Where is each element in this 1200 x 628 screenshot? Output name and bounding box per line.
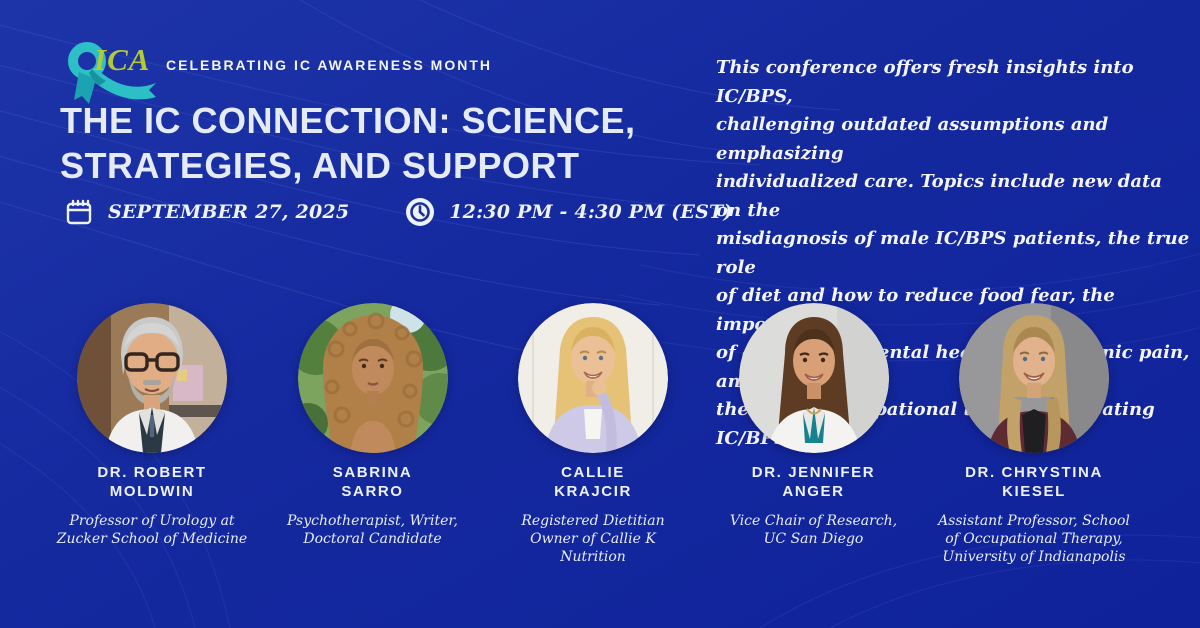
speaker-name: DR. CHRYSTINA KIESEL — [965, 464, 1103, 500]
speaker-photo-jennifer-anger — [738, 303, 889, 453]
speaker-photo-robert-moldwin — [77, 303, 227, 453]
speaker-role: Professor of Urology at Zucker School of… — [56, 513, 248, 547]
photo-robert-moldwin-illustration — [77, 303, 227, 453]
speaker-name: DR. ROBERT MOLDWIN — [97, 464, 207, 500]
awareness-ribbon-icon — [68, 42, 156, 104]
event-time-label: 12:30 PM - 4:30 PM (EST) — [449, 201, 733, 223]
event-date: SEPTEMBER 27, 2025 — [64, 197, 349, 227]
photo-jennifer-anger-illustration — [738, 303, 889, 453]
speaker-card-chrystina-kiesel: DR. CHRYSTINA KIESEL Assistant Professor… — [938, 303, 1130, 566]
speaker-photo-callie-krajcir — [518, 303, 668, 453]
speaker-photo-chrystina-kiesel — [959, 303, 1109, 453]
speaker-role: Assistant Professor, School of Occupatio… — [938, 513, 1130, 565]
speaker-name: DR. JENNIFER ANGER — [751, 464, 876, 500]
speaker-photo-sabrina-sarro — [297, 303, 448, 453]
ica-logo: ICA — [56, 32, 176, 106]
event-title: THE IC CONNECTION: SCIENCE, STRATEGIES, … — [60, 100, 636, 186]
speaker-name: CALLIE KRAJCIR — [554, 464, 632, 500]
speaker-card-sabrina-sarro: SABRINA SARRO Psychotherapist, Writer, D… — [277, 303, 469, 566]
kicker-text: CELEBRATING IC AWARENESS MONTH — [166, 57, 493, 73]
speaker-role: Psychotherapist, Writer, Doctoral Candid… — [287, 513, 458, 547]
calendar-icon — [66, 199, 92, 225]
photo-sabrina-sarro-illustration — [297, 303, 448, 453]
speaker-role: Registered Dietitian Owner of Callie K N… — [521, 513, 665, 565]
photo-chrystina-kiesel-illustration — [959, 303, 1109, 453]
event-meta-row: SEPTEMBER 27, 2025 12:30 PM - 4:30 PM (E… — [64, 197, 733, 227]
speaker-name: SABRINA SARRO — [332, 464, 413, 500]
clock-icon — [406, 198, 435, 226]
speaker-card-callie-krajcir: CALLIE KRAJCIR Registered Dietitian Owne… — [497, 303, 689, 566]
event-time: 12:30 PM - 4:30 PM (EST) — [405, 197, 732, 227]
event-date-label: SEPTEMBER 27, 2025 — [108, 201, 350, 223]
speaker-role: Vice Chair of Research, UC San Diego — [729, 513, 898, 547]
speakers-row: DR. ROBERT MOLDWIN Professor of Urology … — [56, 303, 1130, 566]
speaker-card-robert-moldwin: DR. ROBERT MOLDWIN Professor of Urology … — [56, 303, 248, 566]
ica-logo-text: ICA — [94, 42, 151, 77]
speaker-card-jennifer-anger: DR. JENNIFER ANGER Vice Chair of Researc… — [718, 303, 910, 566]
photo-callie-krajcir-illustration — [518, 303, 668, 453]
